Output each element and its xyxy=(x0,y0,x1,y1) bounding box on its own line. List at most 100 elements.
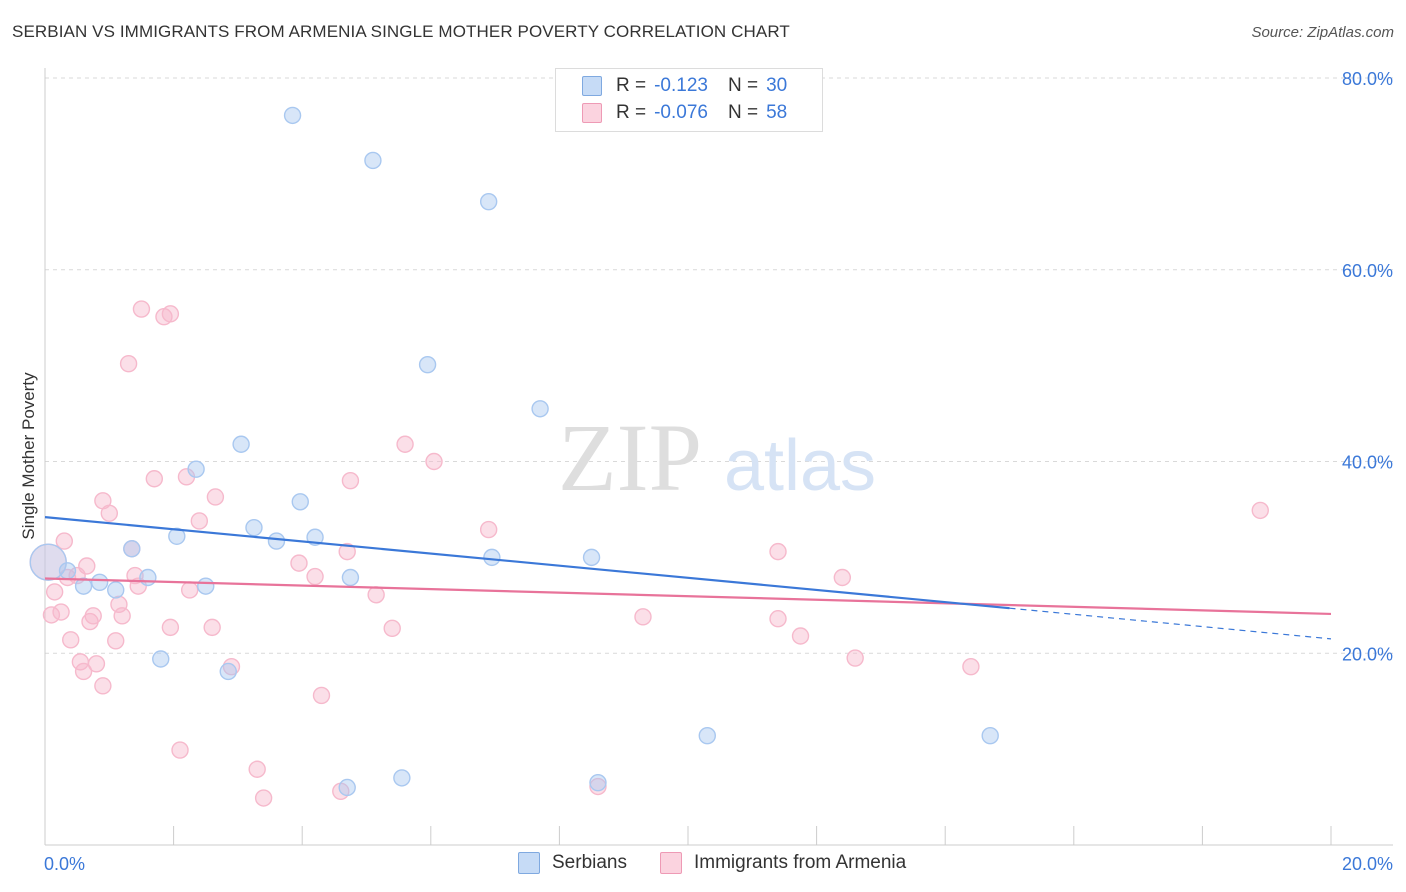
serbian-point xyxy=(364,151,382,170)
series-legend: Serbians Immigrants from Armenia xyxy=(0,852,1406,878)
serbian-point xyxy=(74,577,93,595)
armenia-point xyxy=(42,606,61,624)
serbian-point xyxy=(479,192,498,211)
legend-r-label: R = xyxy=(616,75,647,96)
watermark-atlas: atlas xyxy=(724,426,876,506)
armenia-point xyxy=(78,557,96,575)
serbian-point xyxy=(187,460,205,478)
y-tick-label: 40.0% xyxy=(1342,453,1393,473)
serbian-point xyxy=(393,769,411,787)
serbian-point xyxy=(341,568,360,587)
legend-item-serbians: Serbians xyxy=(518,852,627,874)
armenia-point xyxy=(479,520,498,539)
armenia-point xyxy=(45,583,64,601)
serbian-point xyxy=(152,650,170,668)
armenia-point xyxy=(52,603,70,621)
x-tick-label: 20.0% xyxy=(1342,854,1393,874)
legend-r-label: R = xyxy=(616,102,647,123)
armenia-point xyxy=(190,512,209,530)
armenia-trend-line xyxy=(44,577,1332,616)
armenia-point xyxy=(425,452,443,471)
legend-n-label: N = xyxy=(727,102,759,123)
y-tick-label: 80.0% xyxy=(1342,69,1393,89)
serbian-point xyxy=(267,532,286,550)
serbian-point xyxy=(168,527,186,545)
serbian-point xyxy=(219,662,237,681)
armenia-point xyxy=(180,581,199,599)
armenia-point xyxy=(962,657,980,676)
armenia-point xyxy=(126,566,144,585)
armenia-point xyxy=(94,677,112,695)
serbian-point xyxy=(232,435,250,453)
armenia-point xyxy=(161,305,180,323)
serbian-trend-line xyxy=(44,516,1010,610)
serbian-point xyxy=(58,562,77,580)
grid-lines xyxy=(45,77,1393,654)
legend-swatch-serbians xyxy=(582,76,602,96)
serbian-trend-extension xyxy=(1009,607,1332,640)
y-axis-label: Single Mother Poverty xyxy=(19,372,38,540)
serbian-point xyxy=(981,727,999,745)
serbian-point xyxy=(90,573,109,592)
serbian-point xyxy=(245,518,263,537)
armenia-point xyxy=(55,532,73,550)
y-tick-label: 60.0% xyxy=(1342,261,1393,281)
serbian-point xyxy=(338,778,356,797)
armenia-point xyxy=(145,470,164,488)
armenia-point xyxy=(769,542,787,561)
source-label: Source: ZipAtlas.com xyxy=(1251,24,1394,41)
legend-label-serbians: Serbians xyxy=(552,852,627,873)
armenia-point xyxy=(769,610,787,628)
serbian-point xyxy=(107,581,125,599)
axes xyxy=(44,68,1393,846)
armenia-point xyxy=(290,554,308,572)
tick-labels: 20.0% 40.0% 60.0% 80.0% 0.0% 20.0% xyxy=(44,69,1393,874)
armenia-point xyxy=(383,619,401,638)
armenia-point xyxy=(396,435,414,453)
serbian-point xyxy=(123,540,141,558)
legend-n-value: 30 xyxy=(766,75,788,96)
armenia-point xyxy=(203,618,221,637)
armenia-point xyxy=(846,649,864,667)
x-tick-label: 0.0% xyxy=(44,854,85,874)
armenia-point xyxy=(254,789,273,807)
trend-lines xyxy=(44,516,1332,640)
chart-title: SERBIAN VS IMMIGRANTS FROM ARMENIA SINGL… xyxy=(12,22,790,41)
armenia-point xyxy=(74,662,93,681)
legend-swatch-armenia xyxy=(660,852,682,874)
legend-row-armenia: R = -0.076 N = 58 xyxy=(582,100,787,126)
armenia-point xyxy=(119,355,138,373)
armenia-point xyxy=(306,567,324,586)
y-tick-label: 20.0% xyxy=(1342,644,1393,664)
armenia-point xyxy=(634,608,652,626)
legend-row-serbians: R = -0.123 N = 30 xyxy=(582,73,787,99)
armenia-point xyxy=(312,686,331,705)
armenia-point xyxy=(171,741,189,759)
legend-label-armenia: Immigrants from Armenia xyxy=(694,852,907,873)
data-points xyxy=(29,106,1269,807)
armenia-point xyxy=(100,504,119,522)
armenia-point xyxy=(161,618,180,637)
serbian-point xyxy=(483,548,501,567)
serbian-point xyxy=(283,106,302,125)
legend-n-label: N = xyxy=(727,75,759,96)
armenia-point xyxy=(107,632,125,650)
serbian-point xyxy=(698,727,716,745)
armenia-point xyxy=(206,488,225,506)
serbian-point xyxy=(29,543,67,581)
armenia-point xyxy=(367,586,385,604)
armenia-point xyxy=(338,542,356,561)
armenia-point xyxy=(833,568,852,587)
watermark: ZIP atlas xyxy=(558,404,876,511)
armenia-point xyxy=(84,607,102,625)
serbian-point xyxy=(582,548,601,567)
legend-n-value: 58 xyxy=(766,102,788,123)
legend-item-armenia: Immigrants from Armenia xyxy=(660,852,906,874)
serbian-point xyxy=(589,773,607,792)
serbian-point xyxy=(291,493,309,511)
serbian-point xyxy=(197,577,215,595)
armenia-point xyxy=(248,760,266,778)
armenia-point xyxy=(589,777,607,796)
armenia-point xyxy=(341,471,360,490)
